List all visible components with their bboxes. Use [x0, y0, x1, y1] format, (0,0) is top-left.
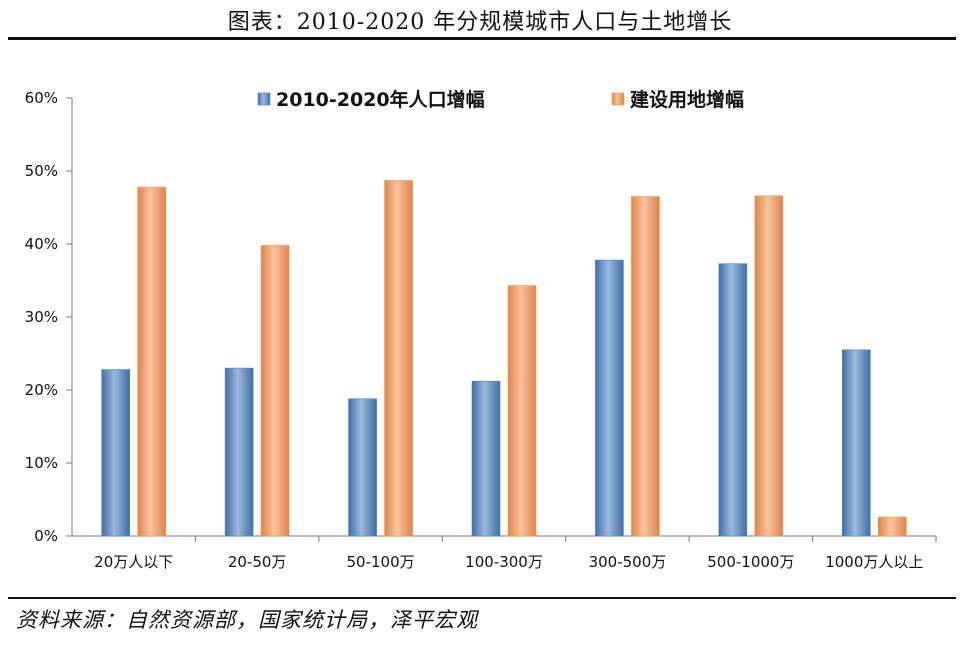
- x-tick-label: 20-50万: [228, 553, 287, 571]
- bar-land: [137, 186, 167, 537]
- bar-population: [101, 369, 131, 537]
- chart-title: 图表：2010-2020 年分规模城市人口与土地增长: [227, 10, 733, 35]
- bar-population: [348, 398, 377, 537]
- axes: 0% 10% 20% 30% 40% 50% 60% 20万人以下 20-50万 50-100万 1…: [25, 89, 937, 571]
- x-tick-label: 1000万人以上: [825, 553, 923, 571]
- bar-chart: 0% 10% 20% 30% 40% 50% 60% 20万人以下 20-50万 50-100万 1…: [25, 88, 937, 571]
- x-tick-label: 50-100万: [347, 553, 415, 571]
- bar-population: [224, 367, 254, 537]
- x-tick-label: 100-300万: [465, 553, 543, 571]
- x-tick-label: 20万人以下: [94, 553, 173, 571]
- y-tick-label: 60%: [25, 89, 58, 107]
- y-tick-label: 0%: [34, 527, 58, 545]
- legend-label-land: 建设用地增幅: [630, 88, 744, 111]
- bar-land: [754, 195, 784, 537]
- bottom-rule: [8, 597, 956, 599]
- legend-swatch-land: [611, 92, 625, 106]
- bar-population: [471, 380, 501, 537]
- bar-population: [718, 263, 748, 537]
- bars: [101, 180, 907, 537]
- bar-population: [595, 259, 624, 537]
- y-tick-label: 10%: [25, 454, 58, 472]
- source-note: 资料来源：自然资源部，国家统计局，泽平宏观: [16, 608, 478, 632]
- bar-population: [841, 349, 871, 537]
- bar-land: [260, 245, 290, 537]
- y-tick-label: 40%: [25, 235, 58, 253]
- x-tick-label: 300-500万: [589, 553, 667, 571]
- bar-land: [631, 196, 660, 537]
- legend-label-population: 2010-2020年人口增幅: [276, 88, 485, 111]
- bar-land: [507, 285, 537, 537]
- legend-swatch-population: [257, 92, 271, 106]
- x-tick-label: 500-1000万: [707, 553, 794, 571]
- y-tick-label: 30%: [25, 308, 58, 326]
- legend: 2010-2020年人口增幅 建设用地增幅: [257, 88, 744, 111]
- bar-land: [384, 180, 413, 537]
- bar-land: [877, 516, 907, 537]
- y-tick-label: 50%: [25, 162, 58, 180]
- y-tick-label: 20%: [25, 381, 58, 399]
- top-rule: [8, 37, 956, 40]
